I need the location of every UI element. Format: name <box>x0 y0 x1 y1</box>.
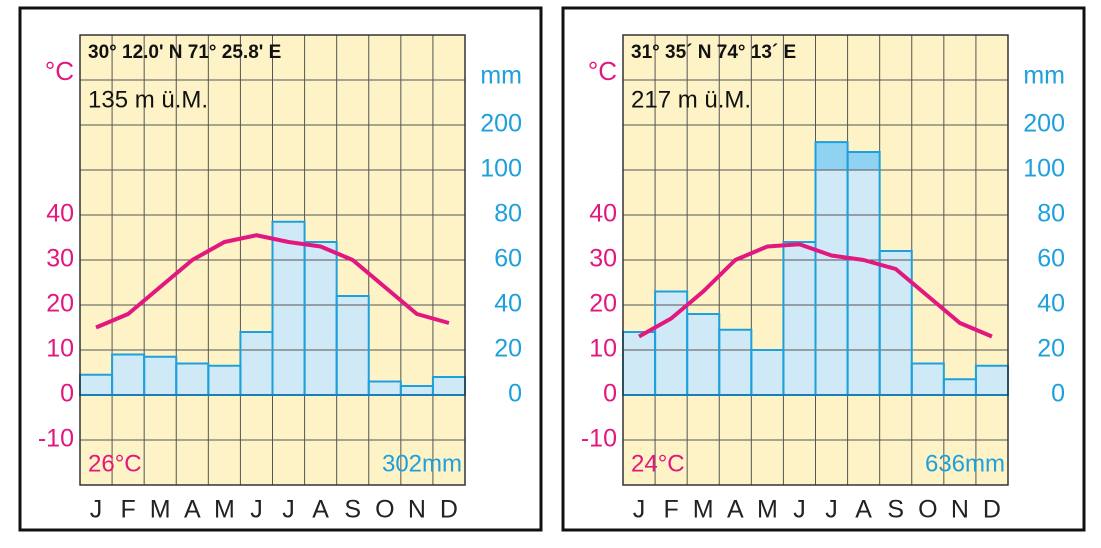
precipitation-bar <box>879 251 912 395</box>
x-tick-label: M <box>214 496 235 524</box>
x-tick-label: A <box>184 496 201 524</box>
y-tick-label: 40 <box>46 200 74 228</box>
x-tick-label: N <box>408 496 426 524</box>
x-tick-label: J <box>282 496 295 524</box>
annual-precipitation: 636mm <box>925 450 1005 477</box>
precipitation-bar-excess <box>815 142 848 170</box>
precipitation-bar <box>847 170 880 395</box>
precipitation-bar <box>176 363 209 395</box>
precipitation-bar <box>304 242 337 395</box>
y2-tick-label: 40 <box>1037 290 1065 318</box>
annual-temperature: 26°C <box>88 450 142 477</box>
y2-tick-label: 20 <box>494 335 522 363</box>
precipitation-bar <box>623 332 656 395</box>
y-axis-label: °C <box>588 56 617 86</box>
y2-tick-label: 200 <box>1023 110 1065 138</box>
y-tick-label: 10 <box>589 335 617 363</box>
y2-tick-label: 60 <box>1037 245 1065 273</box>
precipitation-bar-excess <box>847 152 880 170</box>
y-tick-label: 20 <box>46 290 74 318</box>
y-tick-label: 30 <box>589 245 617 273</box>
y-tick-label: 0 <box>603 380 617 408</box>
x-tick-label: J <box>793 496 806 524</box>
x-tick-label: M <box>757 496 778 524</box>
elevation: 135 m ü.M. <box>88 86 208 113</box>
precipitation-bar <box>336 296 369 395</box>
x-tick-label: F <box>663 496 678 524</box>
x-tick-label: M <box>693 496 714 524</box>
x-tick-label: S <box>344 496 361 524</box>
y-tick-label: 30 <box>46 245 74 273</box>
x-tick-label: S <box>887 496 904 524</box>
coordinates: 31° 35´ N 74° 13´ E <box>631 42 796 63</box>
x-tick-label: N <box>951 496 969 524</box>
x-tick-label: J <box>250 496 263 524</box>
y-axis-label: °C <box>45 56 74 86</box>
x-tick-label: D <box>983 496 1001 524</box>
precipitation-bar <box>240 332 273 395</box>
x-tick-label: A <box>855 496 872 524</box>
elevation: 217 m ü.M. <box>631 86 751 113</box>
precipitation-bar <box>208 365 241 395</box>
x-tick-label: J <box>90 496 103 524</box>
y2-tick-label: 0 <box>508 380 522 408</box>
x-tick-label: M <box>150 496 171 524</box>
y2-tick-label: 0 <box>1051 380 1065 408</box>
x-tick-label: J <box>825 496 838 524</box>
x-tick-label: A <box>727 496 744 524</box>
x-tick-label: D <box>440 496 458 524</box>
x-tick-label: F <box>120 496 135 524</box>
temperature-line <box>95 233 450 330</box>
y2-tick-label: 80 <box>494 200 522 228</box>
y-tick-label: 20 <box>589 290 617 318</box>
precipitation-bar <box>975 365 1008 395</box>
precipitation-bar <box>144 356 177 395</box>
coordinates: 30° 12.0' N 71° 25.8' E <box>88 42 281 63</box>
precipitation-bar <box>687 314 720 395</box>
y-tick-label: -10 <box>38 425 74 453</box>
y-tick-label: 0 <box>60 380 74 408</box>
precipitation-bar <box>943 379 976 395</box>
y-tick-label: 40 <box>589 200 617 228</box>
plot-border <box>622 34 1009 486</box>
y2-tick-label: 200 <box>480 110 522 138</box>
y2-tick-label: 100 <box>1023 155 1065 183</box>
plot-border <box>79 34 466 486</box>
y-tick-label: -10 <box>581 425 617 453</box>
precipitation-bar <box>368 381 401 395</box>
x-tick-label: O <box>918 496 937 524</box>
annual-temperature: 24°C <box>631 450 685 477</box>
y-tick-label: 10 <box>46 335 74 363</box>
precipitation-bar <box>783 242 816 395</box>
precipitation-bar <box>751 350 784 395</box>
temperature-line <box>638 242 993 339</box>
precipitation-bar <box>272 221 305 395</box>
precipitation-bar <box>911 363 944 395</box>
precipitation-bar <box>80 374 113 395</box>
annual-precipitation: 302mm <box>382 450 462 477</box>
x-tick-label: J <box>633 496 646 524</box>
y2-axis-label: mm <box>480 62 522 90</box>
precipitation-bar <box>112 354 145 395</box>
y2-tick-label: 60 <box>494 245 522 273</box>
y2-tick-label: 40 <box>494 290 522 318</box>
precipitation-bar <box>815 170 848 395</box>
precipitation-bar <box>400 386 433 395</box>
precipitation-bar <box>432 377 465 395</box>
y2-tick-label: 80 <box>1037 200 1065 228</box>
y2-axis-label: mm <box>1023 62 1065 90</box>
x-tick-label: A <box>312 496 329 524</box>
x-tick-label: O <box>375 496 394 524</box>
y2-tick-label: 100 <box>480 155 522 183</box>
y2-tick-label: 20 <box>1037 335 1065 363</box>
precipitation-bar <box>719 329 752 395</box>
